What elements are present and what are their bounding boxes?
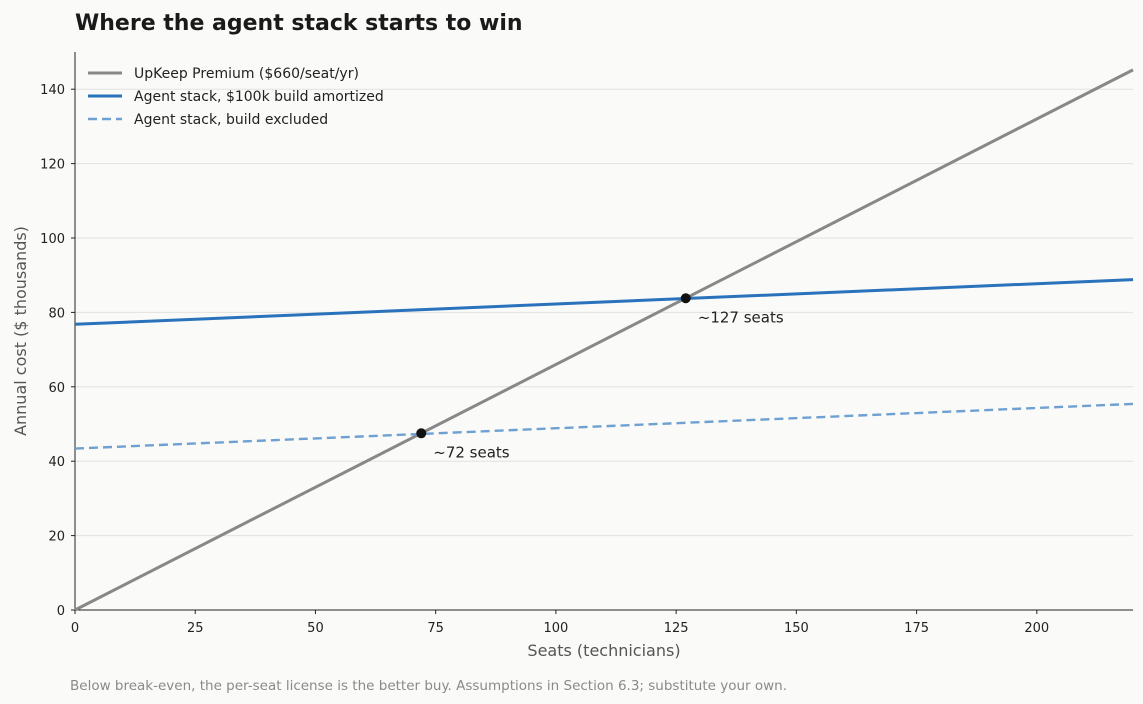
x-tick-label-6: 150 [784, 621, 809, 636]
x-tick-label-5: 125 [664, 621, 689, 636]
legend-label-1: Agent stack, $100k build amortized [134, 89, 384, 105]
x-tick-label-2: 50 [307, 621, 324, 636]
y-tick-label-2: 40 [48, 455, 65, 470]
series-line-0 [74, 68, 1134, 612]
x-tick-label-0: 0 [71, 621, 79, 636]
axes [74, 52, 1133, 611]
x-tick-label-1: 25 [187, 621, 204, 636]
y-tick-label-7: 140 [40, 83, 65, 98]
series-line-2 [74, 402, 1134, 450]
breakeven-point-1 [680, 293, 691, 304]
y-axis-label: Annual cost ($ thousands) [11, 226, 30, 436]
y-tick-label-0: 0 [57, 604, 65, 619]
series-lines [74, 68, 1134, 612]
chart-title: Where the agent stack starts to win [75, 11, 523, 36]
breakeven-points: ~72 seats ~127 seats [416, 293, 784, 461]
breakeven-point-0 [416, 428, 427, 439]
footnote: Below break-even, the per-seat license i… [70, 678, 787, 694]
y-tick-label-6: 120 [40, 158, 65, 173]
x-axis-label: Seats (technicians) [527, 641, 680, 660]
x-tick-label-8: 200 [1024, 621, 1049, 636]
x-tick-label-4: 100 [543, 621, 568, 636]
y-tick-label-5: 100 [40, 232, 65, 247]
breakeven-label-1: ~127 seats [698, 308, 784, 326]
ticks: 0 25 50 75 100 125 150 175 200 0 20 40 60 80 100 120 140 [40, 83, 1049, 636]
grid [75, 88, 1133, 537]
y-tick-label-4: 80 [48, 306, 65, 321]
legend-label-2: Agent stack, build excluded [134, 112, 328, 128]
legend: UpKeep Premium ($660/seat/yr) Agent stack… [88, 66, 384, 128]
x-tick-label-7: 175 [904, 621, 929, 636]
breakeven-label-0: ~72 seats [433, 443, 510, 461]
y-tick-label-1: 20 [48, 530, 65, 545]
series-line-1 [74, 278, 1134, 326]
x-tick-label-3: 75 [427, 621, 444, 636]
legend-label-0: UpKeep Premium ($660/seat/yr) [134, 66, 359, 82]
y-tick-label-3: 60 [48, 381, 65, 396]
